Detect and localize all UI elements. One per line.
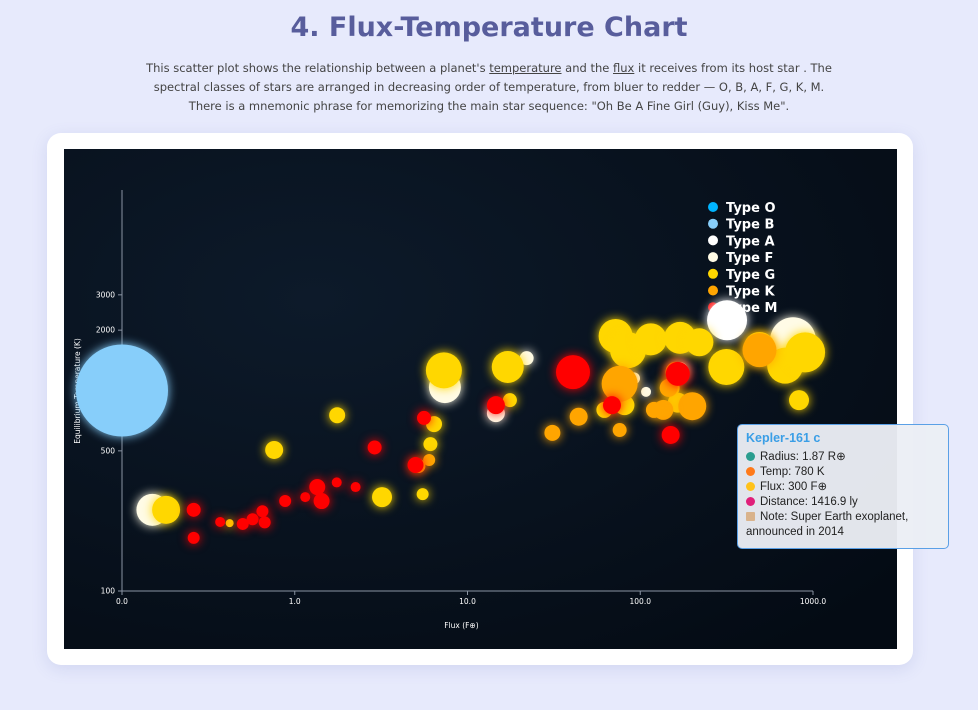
point	[215, 516, 226, 527]
legend-swatch	[708, 218, 718, 229]
point	[423, 454, 436, 467]
tooltip-title: Kepler-161 c	[746, 431, 821, 445]
tooltip-text: Flux: 300 F⊕	[760, 481, 828, 493]
description: This scatter plot shows the relationship…	[139, 59, 839, 116]
point	[416, 488, 429, 501]
point	[313, 493, 330, 510]
point	[502, 393, 517, 408]
point	[372, 487, 393, 508]
point	[708, 348, 745, 385]
point	[486, 396, 505, 415]
y-tick-label: 3000	[96, 290, 115, 299]
point	[329, 407, 346, 424]
tooltip-text: Temp: 780 K	[760, 466, 825, 478]
page-title: 4. Flux-Temperature Chart	[290, 12, 688, 43]
desc-text: This scatter plot shows the relationship…	[146, 61, 490, 75]
point	[423, 437, 438, 452]
plot-background	[64, 149, 897, 649]
tooltip-line: Distance: 1416.9 ly	[746, 495, 942, 510]
desc-text: and the	[561, 61, 613, 75]
x-tick-label: 10.0	[459, 597, 476, 606]
legend-label: Type G	[726, 268, 775, 283]
tooltip-line: Temp: 780 K	[746, 465, 942, 480]
point	[544, 424, 561, 441]
legend-swatch	[708, 285, 718, 296]
tooltip-line: Note: Super Earth exoplanet, announced i…	[746, 510, 942, 540]
point	[350, 482, 361, 493]
point	[225, 519, 234, 528]
x-tick-label: 0.0	[116, 597, 128, 606]
tooltip-text: Distance: 1416.9 ly	[760, 496, 858, 508]
point	[187, 531, 200, 544]
legend-swatch	[708, 202, 718, 212]
point	[602, 396, 621, 415]
point	[416, 410, 431, 425]
x-tick-label: 1.0	[289, 597, 301, 606]
point	[152, 495, 181, 524]
y-tick-label: 2000	[96, 326, 115, 335]
legend-label: Type F	[726, 251, 773, 266]
y-tick-label: 100	[101, 587, 116, 596]
legend-swatch	[708, 268, 718, 279]
point	[407, 457, 424, 474]
legend-swatch	[708, 235, 718, 246]
point	[309, 479, 326, 496]
point	[300, 492, 311, 503]
desc-link: temperature	[489, 61, 562, 75]
point	[665, 361, 690, 386]
point	[331, 477, 342, 488]
point	[258, 516, 271, 529]
x-axis-label: Flux (F⊕)	[444, 621, 478, 630]
tooltip-text: Note: Super Earth exoplanet, announced i…	[746, 511, 909, 538]
point	[519, 351, 534, 366]
point	[707, 300, 748, 341]
legend-swatch	[708, 252, 718, 263]
point	[569, 407, 588, 426]
legend-label: Type A	[726, 234, 775, 249]
point	[645, 401, 662, 418]
point	[236, 517, 249, 530]
point	[685, 328, 714, 357]
point	[785, 332, 826, 373]
tooltip: Kepler-161 c Radius: 1.87 R⊕ Temp: 780 K…	[737, 424, 949, 549]
point	[265, 440, 284, 459]
point	[641, 386, 652, 397]
point	[661, 425, 680, 444]
point	[634, 323, 667, 356]
chart: 0.0 1.0 10.0 100.0 1000.0 100 500 2000 3000 Flux …	[64, 149, 897, 649]
point	[789, 390, 810, 411]
desc-link: flux	[613, 61, 635, 75]
point	[425, 352, 462, 389]
x-tick-label: 1000.0	[800, 597, 826, 606]
y-tick-label: 500	[101, 446, 116, 455]
legend-label: Type O	[726, 201, 776, 216]
point	[555, 355, 590, 390]
tooltip-line: Radius: 1.87 R⊕	[746, 450, 942, 465]
point	[256, 505, 269, 518]
desc-text: it receives from its host star . The spe…	[153, 61, 832, 113]
tooltip-text: Radius: 1.87 R⊕	[760, 451, 846, 463]
point	[367, 440, 382, 455]
point	[491, 350, 524, 383]
legend-label: Type B	[726, 218, 774, 233]
x-tick-label: 100.0	[630, 597, 652, 606]
point	[742, 333, 777, 368]
tooltip-line: Flux: 300 F⊕	[746, 480, 942, 495]
point	[601, 365, 638, 402]
legend-label: Type K	[726, 285, 775, 300]
point	[246, 513, 259, 526]
point	[186, 502, 201, 517]
point	[76, 344, 168, 437]
point	[612, 423, 627, 438]
point	[678, 392, 707, 421]
point	[279, 495, 292, 508]
